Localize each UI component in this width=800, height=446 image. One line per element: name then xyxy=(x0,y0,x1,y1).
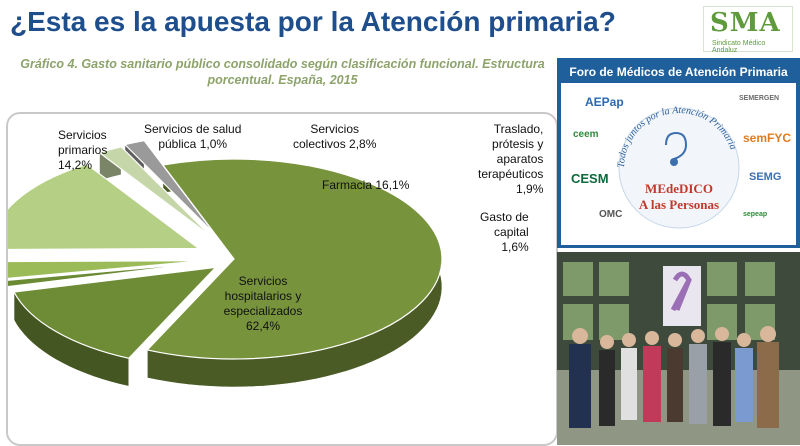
label-salud-publica: Servicios de salud pública 1,0% xyxy=(144,122,242,151)
org-omc: OMC xyxy=(599,209,623,220)
chart-caption-line1: Gráfico 4. Gasto sanitario público conso… xyxy=(20,57,545,71)
org-semg: SEMG xyxy=(749,171,782,183)
label-hospitalarios: Servicios hospitalarios y especializados… xyxy=(223,274,303,333)
chart-caption-line2: porcentual. España, 2015 xyxy=(207,73,358,87)
slice-gasto-capital xyxy=(123,140,216,236)
group-photo xyxy=(557,252,800,445)
slice-salud-publica xyxy=(8,262,205,288)
org-semfyc: semFYC xyxy=(743,131,792,145)
label-primarios: Servicios primarios 14,2% xyxy=(58,128,108,172)
forum-panel: Foro de Médicos de Atención Primaria Tod… xyxy=(557,58,800,248)
org-ceem: ceem xyxy=(573,129,599,140)
ribbon-icon xyxy=(670,271,692,312)
label-colectivos: Servicios colectivos 2,8% xyxy=(293,122,377,151)
sma-logo: SMA Sindicato Médico Andaluz xyxy=(703,6,793,54)
group-photo-drawing xyxy=(557,252,800,445)
org-semergen: SEMERGEN xyxy=(739,95,780,102)
org-sepeap: sepeap xyxy=(743,211,768,218)
forum-card: Todos juntos por la Atención Primaria ME… xyxy=(561,83,796,245)
chart-caption: Gráfico 4. Gasto sanitario público conso… xyxy=(10,56,555,88)
pie-chart-panel: Servicios hospitalarios y especializados… xyxy=(6,112,558,446)
logo-brand: SMA xyxy=(710,8,781,38)
forum-center-line2: A las Personas xyxy=(638,197,720,212)
slice-colectivos xyxy=(8,260,205,279)
stethoscope-icon xyxy=(665,131,688,160)
label-farmacia: Farmacia 16,1% xyxy=(322,178,410,192)
slice-farmacia xyxy=(8,163,201,251)
forum-title: Foro de Médicos de Atención Primaria xyxy=(569,65,788,79)
slice-primarios xyxy=(13,266,218,359)
org-cesm: CESM xyxy=(571,171,609,186)
logo-subtitle: Sindicato Médico Andaluz xyxy=(712,40,766,54)
pie-chart xyxy=(8,140,443,388)
slice-hospitalarios xyxy=(146,158,443,360)
page-title: ¿Esta es la apuesta por la Atención prim… xyxy=(10,6,616,37)
label-traslado: Traslado, prótesis y aparatos terapéutic… xyxy=(478,122,544,196)
label-gasto-capital: Gasto de capital 1,6% xyxy=(480,210,529,254)
forum-emblem: Todos juntos por la Atención Primaria xyxy=(616,105,740,229)
org-aepap: AEPap xyxy=(585,95,624,109)
slice-traslado xyxy=(98,146,213,238)
forum-center-line1: MEdeDICO xyxy=(645,181,713,196)
